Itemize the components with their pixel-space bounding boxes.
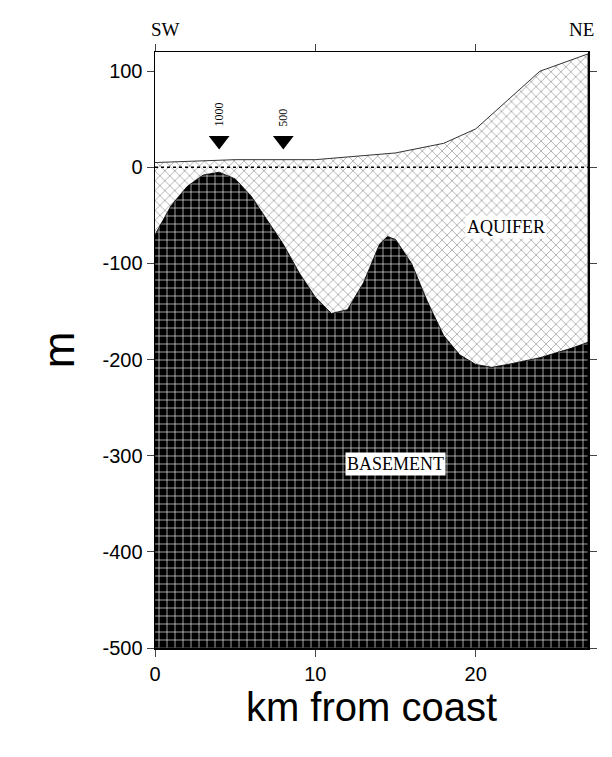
svg-text:0: 0 [149,663,160,685]
svg-text:AQUIFER: AQUIFER [467,217,545,237]
svg-text:SW: SW [151,19,180,40]
svg-text:BASEMENT: BASEMENT [347,454,444,474]
svg-text:-400: -400 [102,541,142,563]
svg-text:10: 10 [304,663,326,685]
svg-text:m: m [34,332,83,369]
svg-text:500: 500 [276,109,290,127]
svg-text:0: 0 [131,156,142,178]
svg-text:km from coast: km from coast [246,685,497,729]
svg-text:-500: -500 [102,637,142,659]
svg-text:1000: 1000 [212,103,226,127]
svg-text:NE: NE [569,19,594,40]
svg-text:100: 100 [109,60,142,82]
svg-text:20: 20 [465,663,487,685]
svg-text:-300: -300 [102,445,142,467]
svg-text:-200: -200 [102,349,142,371]
svg-text:-100: -100 [102,252,142,274]
